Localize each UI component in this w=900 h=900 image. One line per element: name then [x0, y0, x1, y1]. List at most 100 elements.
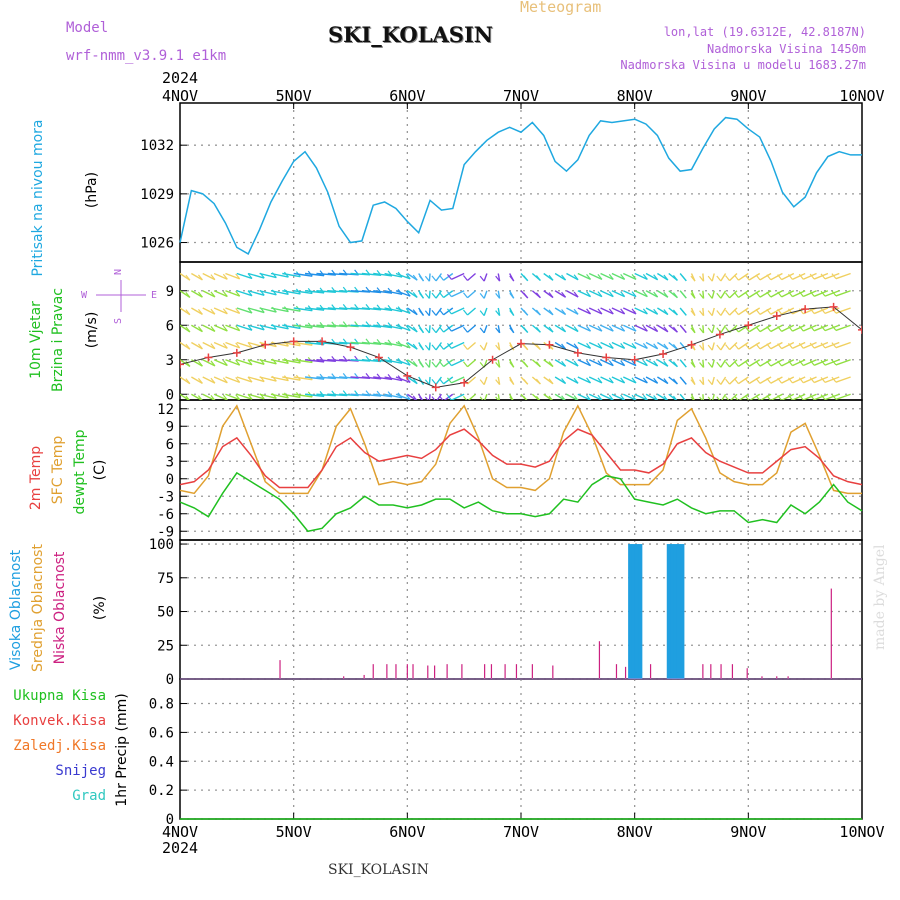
wind-barb [835, 341, 851, 349]
wind-barb-feather [733, 395, 739, 400]
wind-barb [770, 324, 783, 333]
wind-barbs [180, 269, 862, 400]
wind-barb [566, 272, 579, 281]
wind-speed-point [545, 340, 554, 349]
compass-s: S [113, 318, 124, 324]
wind-speed-point [715, 330, 724, 339]
wind-barb [611, 393, 625, 400]
ylabel-wind-unit: (m/s) [84, 312, 100, 349]
ylabel-temp-unit: (C) [92, 460, 108, 481]
wind-barb-feather [707, 327, 713, 334]
x-tick-label-bottom: 8NOV [617, 823, 653, 841]
wind-barb-feather [573, 326, 579, 332]
wind-barb [327, 307, 348, 311]
wind-barb-feather [439, 274, 444, 281]
wind-barb-feather [412, 292, 418, 298]
wind-barb-feather [620, 274, 626, 280]
wind-barb [435, 359, 442, 368]
wind-barb-feather [431, 310, 437, 316]
wind-barb [270, 341, 289, 347]
wind-barb-feather [755, 378, 761, 384]
wind-barb [759, 307, 772, 315]
wind-barb-feather [319, 321, 325, 328]
wind-barb-feather [446, 291, 452, 298]
precip-legend-item: Zaledj.Kisa [13, 738, 106, 754]
wind-barb [634, 341, 648, 350]
wind-barb [803, 341, 817, 349]
wind-barb [248, 324, 265, 331]
wind-barb-feather [681, 396, 686, 400]
ylabel-mid-cloud: Srednja Oblacnost [30, 544, 46, 672]
wind-barb [443, 324, 454, 333]
wind-barb-feather [185, 343, 191, 350]
wind-barb-feather [597, 274, 603, 280]
wind-barb [611, 307, 625, 315]
wind-barb-feather [431, 292, 437, 299]
wind-speed-point [204, 353, 213, 362]
wind-barb [293, 307, 313, 312]
wind-barb-feather [586, 394, 592, 400]
wind-barb [623, 290, 637, 298]
wind-barb [373, 272, 393, 277]
wind-barb-feather [235, 307, 241, 314]
wind-barb [554, 324, 566, 333]
wind-barb [316, 307, 336, 311]
wind-barb-feather [681, 327, 687, 333]
wind-barb [634, 359, 648, 367]
wind-barb [588, 376, 603, 384]
wind-barb [600, 393, 614, 400]
wind-barb [361, 324, 382, 328]
wind-barb-feather [699, 310, 705, 317]
wind-barb-feather [509, 310, 515, 316]
wind-barb-feather [495, 362, 501, 368]
wind-barb [720, 273, 727, 282]
wind-barb [781, 359, 795, 367]
wind-barb-feather [597, 343, 603, 349]
wind-barb [270, 307, 289, 313]
wind-barb-feather [642, 394, 648, 400]
wind-barb-feather [642, 274, 648, 280]
wind-barb-feather [222, 325, 228, 332]
wind-barb-feather [222, 308, 228, 315]
wind-barb-feather [642, 325, 648, 332]
wind-barb [484, 394, 488, 400]
wind-barb [467, 290, 476, 299]
x-tick-label-top: 6NOV [389, 87, 425, 105]
wind-barb-feather [235, 290, 241, 297]
wind-barb-feather [446, 274, 452, 280]
wind-barb-feather [597, 394, 603, 400]
wind-barb [600, 359, 614, 367]
wind-barb [566, 290, 579, 298]
wind-barb [813, 307, 829, 315]
wind-barb-feather [210, 360, 216, 367]
wind-barb [293, 393, 313, 398]
wind-barb [770, 341, 783, 350]
wind-barb [748, 376, 761, 385]
wind-barb [259, 376, 277, 382]
wind-barb [720, 342, 727, 351]
wind-barb [711, 342, 715, 351]
wind-barb [428, 273, 431, 282]
x-tick-label-top: 9NOV [730, 87, 766, 105]
wind-barb-feather [653, 395, 659, 400]
wind-barb [435, 273, 442, 282]
wind-barb [781, 324, 795, 332]
wind-barb-feather [573, 395, 579, 400]
wind-barb-feather [446, 308, 452, 315]
wind-barb-feather [424, 293, 430, 299]
wind-barb-feather [798, 308, 804, 315]
wind-barb [202, 341, 216, 350]
wind-barb [623, 359, 637, 367]
wind-barb [738, 272, 749, 281]
wind-barb [384, 393, 403, 399]
y-tick-label: 0 [166, 472, 174, 488]
wind-barb [824, 272, 840, 280]
wind-barb-feather [419, 327, 424, 334]
wind-barb-feather [319, 304, 325, 311]
wind-barb-feather [820, 394, 826, 400]
wind-barb-feather [653, 274, 659, 281]
wind-barb [611, 272, 625, 281]
wind-barb [781, 307, 795, 315]
wind-barb-feather [495, 310, 501, 317]
wind-barb [623, 324, 637, 332]
